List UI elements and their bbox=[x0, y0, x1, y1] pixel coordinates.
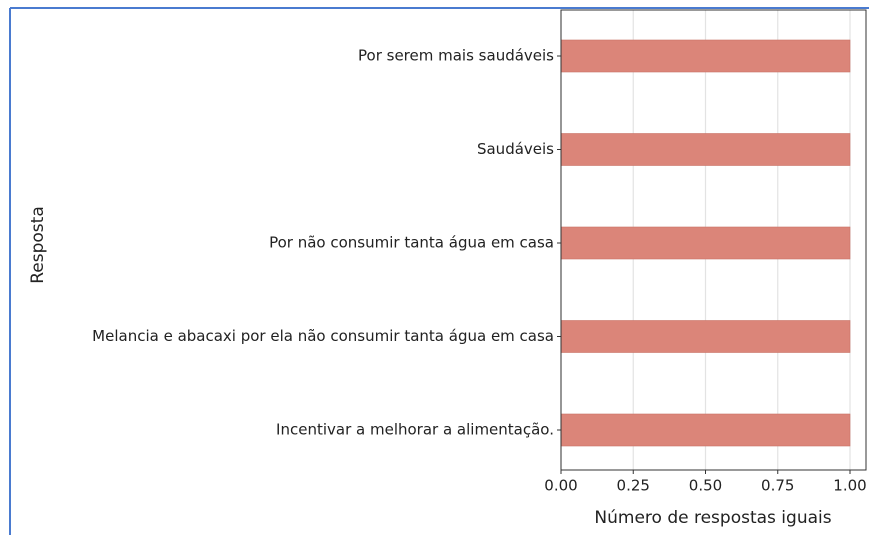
bar bbox=[560, 39, 851, 73]
bar bbox=[560, 413, 851, 447]
plot-border bbox=[560, 9, 867, 471]
bar bbox=[560, 226, 851, 260]
y-tick-label: Por não consumir tanta água em casa bbox=[269, 234, 554, 252]
y-axis-label: Resposta bbox=[28, 206, 48, 284]
x-tick-label: 0.25 bbox=[617, 477, 650, 495]
x-tick-label: 0.75 bbox=[761, 477, 794, 495]
x-axis-label: Número de respostas iguais bbox=[594, 508, 831, 528]
x-tick-label: 0.50 bbox=[689, 477, 722, 495]
x-tick-label: 0.00 bbox=[544, 477, 577, 495]
bar bbox=[560, 133, 851, 166]
y-tick-label: Saudáveis bbox=[477, 140, 554, 158]
bar bbox=[560, 320, 851, 353]
y-tick-label: Por serem mais saudáveis bbox=[358, 47, 554, 65]
x-tick-label: 1.00 bbox=[833, 477, 866, 495]
y-tick-label: Melancia e abacaxi por ela não consumir … bbox=[92, 327, 554, 345]
y-tick-label: Incentivar a melhorar a alimentação. bbox=[276, 421, 554, 439]
